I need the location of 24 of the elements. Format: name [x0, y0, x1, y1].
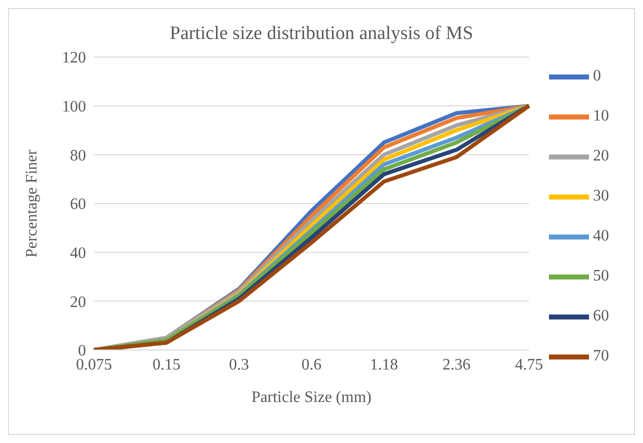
y-axis-title: Percentage Finer: [24, 148, 41, 258]
legend-label: 0: [593, 68, 601, 85]
legend-label: 70: [593, 348, 609, 365]
x-tick-label: 4.75: [515, 356, 543, 374]
x-tick-label: 0.6: [302, 356, 322, 374]
y-tick-label: 120: [62, 50, 86, 67]
legend-label: 40: [593, 228, 609, 245]
legend-label: 30: [593, 188, 609, 205]
y-tick-label: 60: [70, 196, 86, 214]
y-tick-label: 40: [70, 245, 86, 262]
line-series: [92, 104, 531, 350]
legend-label: 10: [593, 108, 609, 125]
y-tick-label: 100: [62, 98, 86, 116]
y-tick-label: 20: [70, 294, 86, 311]
legend-label: 50: [593, 268, 609, 285]
y-tick-label: 80: [70, 147, 86, 164]
x-tick-label: 2.36: [442, 356, 470, 374]
legend-label: 60: [593, 308, 609, 325]
x-tick-label: 0.3: [229, 356, 249, 374]
x-tick-label: 1.18: [370, 356, 398, 374]
x-tick-label: 0.15: [152, 356, 180, 374]
legend-label: 20: [593, 148, 609, 165]
chart-title: Particle size distribution analysis of MS: [168, 23, 474, 45]
x-axis-title: Particle Size (mm): [252, 389, 372, 406]
